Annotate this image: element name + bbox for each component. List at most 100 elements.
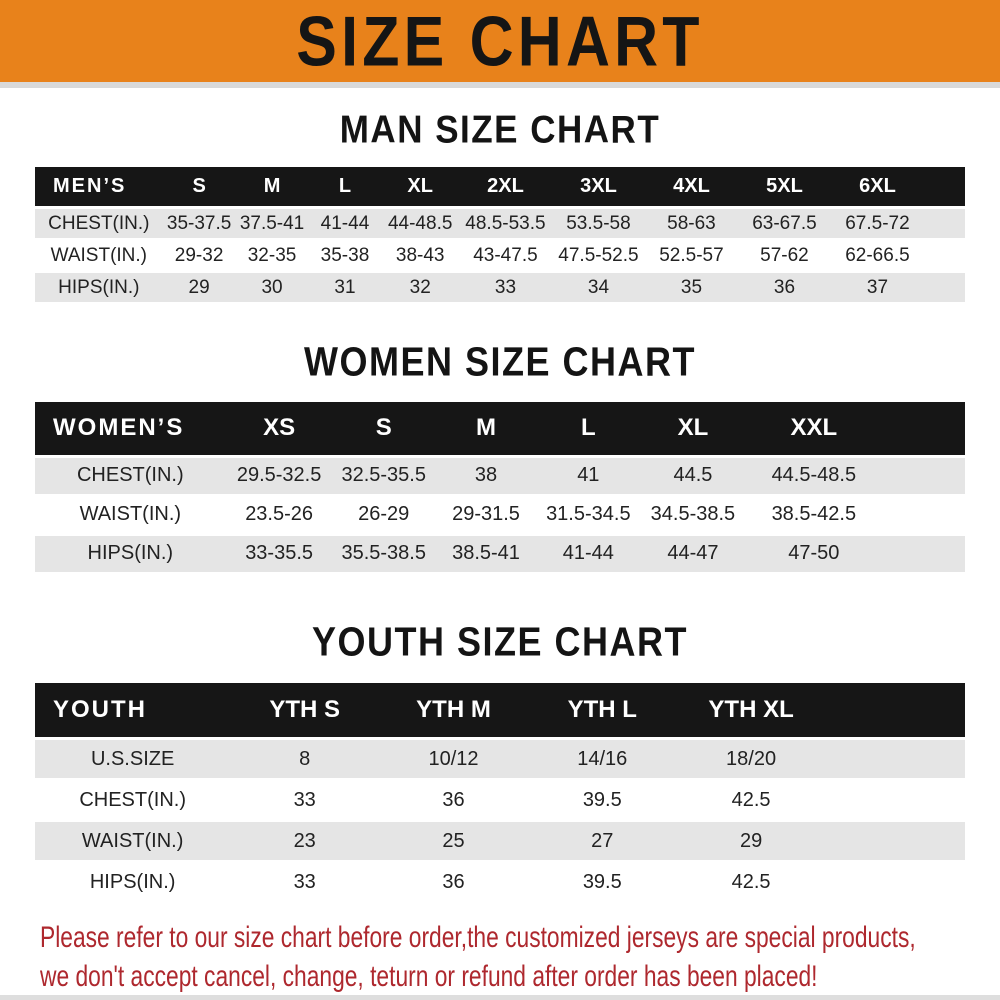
size-value-cell: 37.5-41 [235, 209, 309, 239]
man-col-header: 5XL [737, 167, 831, 207]
women-table-header-label: WOMEN’S [35, 401, 226, 455]
filler-cell [825, 740, 965, 779]
row-label-cell: WAIST(IN.) [35, 822, 231, 861]
size-value-cell: 67.5-72 [830, 209, 924, 239]
man-col-header: M [235, 167, 309, 207]
size-value-cell: 43-47.5 [473, 244, 538, 266]
row-label-cell: CHEST(IN.) [35, 209, 163, 239]
women-size-table: WOMEN’S XS S M L XL XXL CHEST(IN.) 29.5-… [35, 399, 965, 575]
table-row: HIPS(IN.) 33 36 39.5 42.5 [35, 863, 965, 901]
size-value-cell: 33 [293, 788, 316, 811]
size-value-cell: 47.5-52.5 [558, 244, 639, 266]
women-col-header: L [537, 401, 640, 455]
filler-cell [881, 401, 965, 455]
youth-col-header: YTH XL [676, 683, 826, 738]
size-value-cell: 62-66.5 [845, 244, 910, 266]
size-value-cell: 38.5-42.5 [771, 503, 857, 526]
size-value-cell: 33 [458, 273, 552, 303]
filler-cell [923, 273, 965, 303]
man-table-header-row: MEN’S S M L XL 2XL 3XL 4XL 5XL 6XL [35, 167, 965, 207]
youth-table-header-label: YOUTH [35, 683, 231, 738]
size-value-cell: 32.5-35.5 [332, 457, 435, 494]
table-row: WAIST(IN.) 29-32 32-35 35-38 38-43 43-47… [35, 241, 965, 270]
man-col-header: 2XL [458, 167, 552, 207]
youth-size-chart-section: YOUTH SIZE CHART YOUTH YTH S YTH M YTH L… [0, 618, 1000, 904]
disclaimer-line-1: Please refer to our size chart before or… [40, 921, 916, 955]
women-col-header: XS [225, 401, 333, 455]
man-col-header: S [162, 167, 236, 207]
size-value-cell: 29.5-32.5 [225, 457, 333, 494]
filler-cell [881, 497, 965, 533]
row-label-cell: HIPS(IN.) [35, 535, 226, 572]
women-size-chart-section: WOMEN SIZE CHART WOMEN’S XS S M L XL XXL… [0, 338, 1000, 575]
size-value-cell: 27 [527, 822, 677, 861]
man-chart-title: MAN SIZE CHART [339, 107, 661, 152]
youth-table-header-row: YOUTH YTH S YTH M YTH L YTH XL [35, 683, 965, 738]
banner-title: SIZE CHART [296, 1, 704, 81]
filler-cell [825, 822, 965, 861]
size-value-cell: 14/16 [527, 740, 677, 779]
size-value-cell: 35 [644, 273, 738, 303]
size-value-cell: 26-29 [358, 503, 410, 526]
table-row: CHEST(IN.) 35-37.5 37.5-41 41-44 44-48.5… [35, 209, 965, 239]
size-value-cell: 36 [442, 870, 465, 893]
size-value-cell: 44-48.5 [381, 209, 459, 239]
women-table-header-row: WOMEN’S XS S M L XL XXL [35, 401, 965, 455]
row-label-cell: HIPS(IN.) [35, 273, 163, 303]
size-value-cell: 39.5 [582, 870, 622, 893]
size-value-cell: 32-35 [247, 244, 297, 266]
size-value-cell: 53.5-58 [551, 209, 645, 239]
man-size-chart-section: MAN SIZE CHART MEN’S S M L XL 2XL 3XL 4X… [0, 107, 1000, 305]
women-col-header: M [434, 401, 538, 455]
filler-cell [923, 167, 965, 207]
size-value-cell: 32 [381, 273, 459, 303]
size-value-cell: 25 [379, 822, 528, 861]
bottom-edge-divider [0, 995, 1000, 1000]
size-value-cell: 57-62 [760, 244, 809, 266]
row-label-cell: WAIST(IN.) [79, 503, 182, 526]
youth-col-header: YTH L [527, 683, 677, 738]
size-value-cell: 10/12 [379, 740, 528, 779]
man-size-table: MEN’S S M L XL 2XL 3XL 4XL 5XL 6XL CHEST… [35, 164, 965, 305]
women-chart-title: WOMEN SIZE CHART [304, 338, 696, 385]
disclaimer-text: Please refer to our size chart before or… [40, 918, 1000, 996]
disclaimer-line-2: we don't accept cancel, change, teturn o… [40, 960, 818, 994]
man-col-header: 6XL [830, 167, 924, 207]
size-value-cell: 38.5-41 [434, 535, 538, 572]
size-value-cell: 41-44 [308, 209, 382, 239]
filler-cell [881, 535, 965, 572]
row-label-cell: WAIST(IN.) [50, 244, 148, 266]
youth-col-header: YTH S [230, 683, 380, 738]
size-value-cell: 34.5-38.5 [650, 503, 736, 526]
size-value-cell: 31 [308, 273, 382, 303]
size-value-cell: 33-35.5 [225, 535, 333, 572]
man-table-header-label: MEN’S [35, 167, 163, 207]
table-row: CHEST(IN.) 33 36 39.5 42.5 [35, 781, 965, 819]
size-value-cell: 39.5 [582, 788, 622, 811]
size-value-cell: 35.5-38.5 [332, 535, 435, 572]
size-value-cell: 48.5-53.5 [458, 209, 552, 239]
size-value-cell: 8 [230, 740, 380, 779]
man-col-header: 4XL [644, 167, 738, 207]
size-value-cell: 33 [293, 870, 316, 893]
size-value-cell: 44.5-48.5 [746, 457, 882, 494]
table-row: WAIST(IN.) 23.5-26 26-29 29-31.5 31.5-34… [35, 497, 965, 533]
size-value-cell: 23.5-26 [245, 503, 314, 526]
row-label-cell: U.S.SIZE [35, 740, 231, 779]
size-value-cell: 42.5 [731, 870, 771, 893]
size-value-cell: 41 [537, 457, 640, 494]
size-value-cell: 58-63 [644, 209, 738, 239]
size-value-cell: 38-43 [395, 244, 445, 266]
size-value-cell: 63-67.5 [737, 209, 831, 239]
table-row: HIPS(IN.) 33-35.5 35.5-38.5 38.5-41 41-4… [35, 535, 965, 572]
women-col-header: XXL [746, 401, 882, 455]
size-value-cell: 35-37.5 [162, 209, 236, 239]
size-value-cell: 44.5 [639, 457, 747, 494]
size-value-cell: 47-50 [746, 535, 882, 572]
filler-cell [825, 683, 965, 738]
row-label-cell: CHEST(IN.) [35, 457, 226, 494]
size-value-cell: 18/20 [676, 740, 826, 779]
size-value-cell: 29 [676, 822, 826, 861]
size-value-cell: 29-31.5 [452, 503, 520, 526]
table-row: CHEST(IN.) 29.5-32.5 32.5-35.5 38 41 44.… [35, 457, 965, 494]
